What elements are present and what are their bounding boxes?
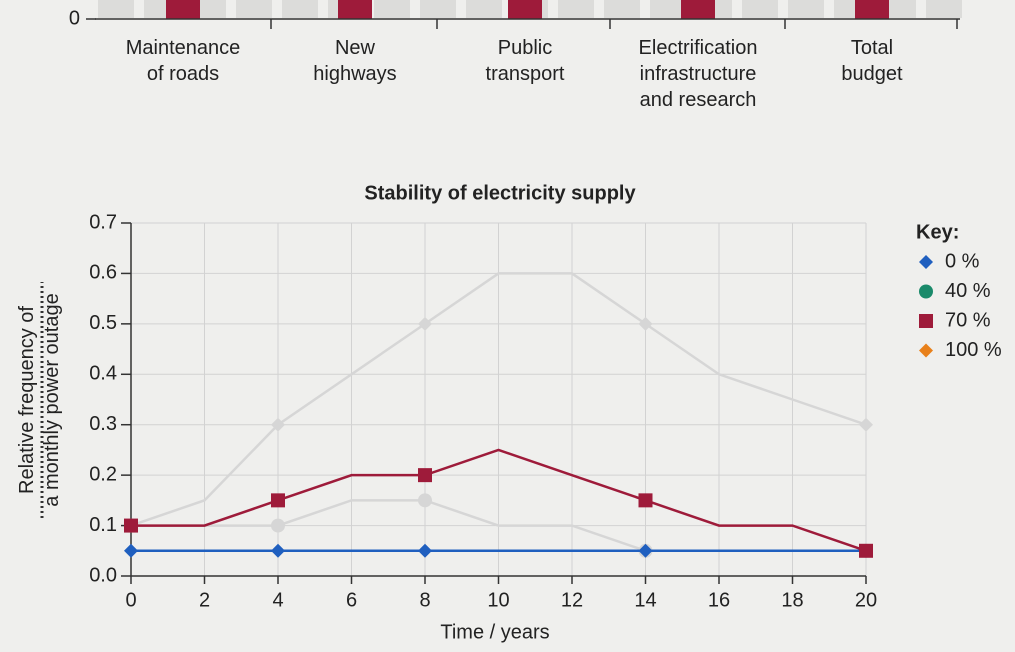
x-tick-label: 16 [708,589,730,611]
bar [338,0,372,19]
stripe [558,0,594,18]
y-axis-label: Relative frequency of a monthly power out… [16,282,63,518]
stripe [236,0,272,18]
legend-marker [919,314,933,328]
y-tick-label: 0.2 [89,463,117,485]
chart-title: Stability of electricity supply [364,182,636,204]
x-tick-label: Maintenance of roads [125,37,241,85]
marker [638,493,653,508]
x-tick-label: 14 [634,589,656,611]
y-tick-label: 0 [69,7,80,29]
legend-label: 70 % [945,309,991,331]
stripe [742,0,778,18]
stripe [926,0,962,18]
y-axis-label-text: Relative frequency of a monthly power out… [16,293,63,506]
stripe [466,0,502,18]
marker [638,543,653,558]
marker [859,417,873,432]
marker [418,493,432,508]
x-tick-label: 12 [561,589,583,611]
x-tick-label: 20 [855,589,877,611]
marker [638,316,653,331]
legend-marker [919,255,933,269]
marker [418,543,432,558]
x-tick-label: 0 [125,589,136,611]
x-tick-label: 8 [419,589,430,611]
y-tick-label: 0.7 [89,211,117,233]
legend-label: 0 % [945,250,980,272]
x-axis-label: Time / years [440,621,549,643]
x-tick-label: Public transport [485,37,565,85]
x-tick-label: 4 [272,589,283,611]
marker [124,543,138,558]
marker [859,543,873,558]
marker [418,316,432,331]
marker [124,518,138,533]
marker [271,417,285,432]
x-tick-label: New highways [313,37,397,85]
y-tick-label: 0.0 [89,564,117,586]
stripe [374,0,410,18]
x-tick-label: Electrification infrastructure and resea… [638,37,758,111]
legend-title: Key: [916,221,959,243]
stripe [650,0,686,18]
bar [166,0,200,19]
stripe [788,0,824,18]
marker [271,493,285,508]
y-tick-label: 0.5 [89,312,117,334]
x-tick-label: 10 [487,589,509,611]
stripe [420,0,456,18]
y-tick-label: 0.4 [89,363,117,385]
bar [855,0,889,19]
y-tick-label: 0.3 [89,413,117,435]
y-tick-label: 0.6 [89,262,117,284]
marker [271,543,285,558]
legend-marker [919,343,933,358]
x-tick-label: 18 [781,589,803,611]
x-tick-label: 2 [199,589,210,611]
marker [418,468,432,483]
stripe [98,0,134,18]
x-tick-label: 6 [346,589,357,611]
marker [271,518,285,533]
legend-label: 40 % [945,280,991,302]
stripe [282,0,318,18]
stripe [604,0,640,18]
series-line [130,272,867,527]
series-line [131,448,867,552]
legend-marker [919,284,933,299]
x-tick-label: Total budget [841,37,903,85]
bar [681,0,715,19]
bar [508,0,542,19]
y-tick-label: 0.1 [89,514,117,536]
legend-label: 100 % [945,339,1002,361]
